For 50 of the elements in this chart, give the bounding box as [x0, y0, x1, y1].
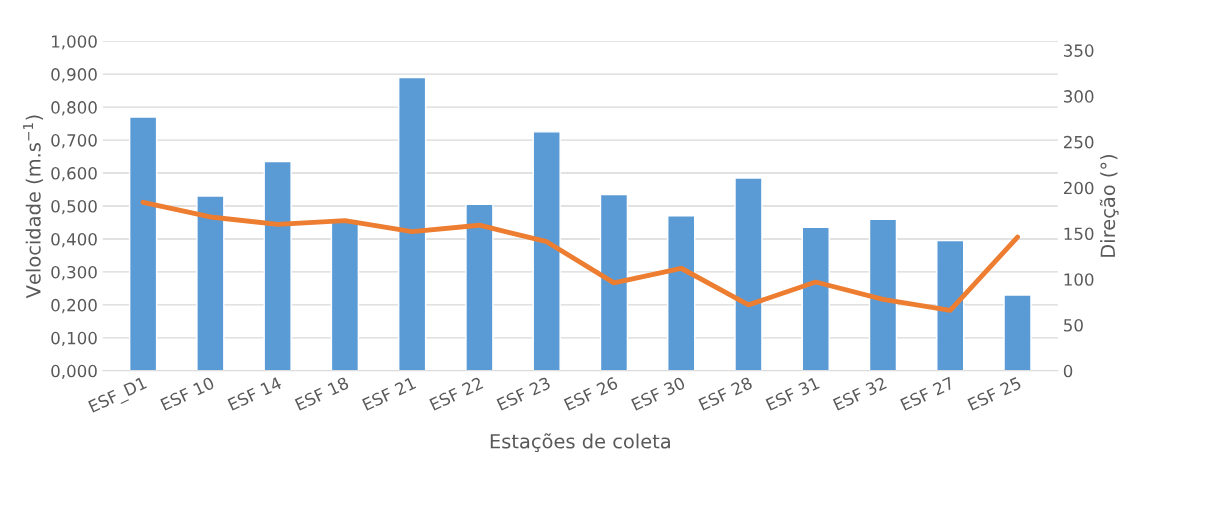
- y-tick-label: 0,400: [51, 232, 97, 248]
- y2-tick-label: 150: [1064, 227, 1094, 241]
- y2-axis-title: Direção (°): [1099, 154, 1119, 257]
- y-tick-label: 0,800: [51, 101, 97, 116]
- y2-tick-label: 50: [1064, 318, 1083, 332]
- y-tick-label: 0,300: [51, 265, 97, 281]
- y2-tick-label: 100: [1064, 273, 1094, 286]
- x-tick-label: ESF 28: [698, 376, 753, 411]
- y-tick-label: 0,700: [51, 134, 97, 149]
- y-tick-label: 0,600: [51, 167, 97, 182]
- bar: [936, 239, 965, 371]
- x-tick-label: ESF 30: [630, 376, 686, 411]
- bar: [263, 160, 292, 371]
- x-tick-label: ESF 22: [429, 376, 484, 411]
- y2-tick-label: 0: [1063, 364, 1073, 378]
- y-tick-label: 1,000: [52, 35, 97, 50]
- y2-tick-label: 250: [1063, 135, 1094, 149]
- x-tick-label: ESF 32: [832, 376, 887, 411]
- y2-tick-label: 300: [1064, 90, 1094, 103]
- bar: [398, 76, 427, 371]
- x-tick-label: ESF 31: [765, 376, 820, 411]
- bar: [465, 203, 494, 371]
- x-tick-label: ESF 18: [294, 376, 350, 411]
- y-tick-label: 0,200: [51, 298, 97, 314]
- y2-tick-label: 350: [1064, 44, 1094, 57]
- x-tick-label: ESF 14: [227, 376, 283, 411]
- bar: [532, 131, 561, 371]
- bar: [868, 218, 898, 371]
- x-tick-label: ESF 21: [361, 376, 417, 411]
- x-tick-label: ESF 26: [563, 376, 619, 411]
- bar: [128, 116, 158, 371]
- line-series: [140, 199, 1020, 313]
- x-tick-label: ESF 25: [967, 376, 1022, 411]
- bar: [734, 177, 763, 371]
- x-tick-label: ESF 10: [160, 376, 215, 411]
- x-tick-label: ESF 27: [900, 376, 955, 411]
- bar: [667, 215, 696, 371]
- bar: [801, 226, 830, 371]
- y-axis-title: Velocidade (m.s$^{−1}$): [23, 115, 44, 299]
- y2-tick-label: 200: [1063, 181, 1094, 195]
- y-tick-label: 0,500: [51, 199, 97, 215]
- x-tick-label: ESF 23: [496, 376, 551, 411]
- y-tick-label: 0,100: [51, 331, 97, 347]
- bar: [330, 218, 360, 371]
- x-axis-title: Estações de coleta: [490, 433, 670, 453]
- bar: [1003, 294, 1032, 371]
- bar: [196, 195, 225, 371]
- y-tick-label: 0,900: [51, 68, 97, 83]
- y-tick-label: 0,000: [51, 364, 97, 380]
- bar: [599, 193, 629, 371]
